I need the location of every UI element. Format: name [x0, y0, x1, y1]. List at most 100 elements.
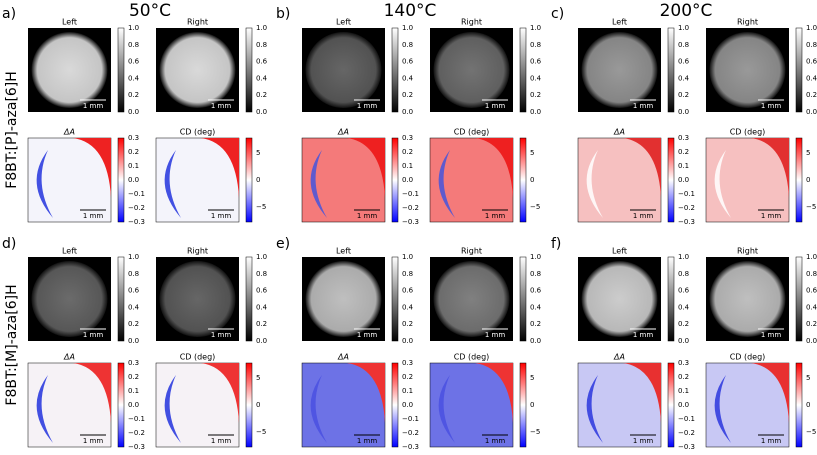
colorbar-tick: −0.1 [128, 415, 145, 423]
colorbar-tick: 0.0 [402, 401, 413, 409]
colorbar [391, 137, 399, 223]
colorbar-tick: 0.2 [402, 373, 413, 381]
colorbar [117, 362, 125, 448]
colorbar [519, 137, 527, 223]
colorbar-tick: 0.4 [256, 74, 268, 82]
scale-bar-label: 1 mm [357, 212, 377, 220]
colorbar [795, 256, 803, 342]
colorbar-tick: 0.4 [256, 303, 268, 311]
image: 1 mm [28, 256, 125, 342]
colorbar-tick: 0.6 [128, 58, 140, 66]
image: 1 mm [429, 137, 527, 223]
image: 1 mm [27, 362, 125, 448]
colorbar-tick: 0.0 [256, 337, 267, 345]
row-label: F8BT:[M]-aza[6]H [4, 284, 20, 405]
colorbar-tick: 1.0 [402, 253, 413, 261]
panel-label: c) [551, 6, 564, 22]
colorbar [795, 137, 803, 223]
colorbar-tick: 0.6 [256, 58, 268, 66]
colorbar [117, 256, 125, 342]
colorbar-tick: 0.0 [806, 337, 817, 345]
scale-bar-label: 1 mm [83, 331, 103, 339]
scale-bar-label: 1 mm [83, 212, 103, 220]
sample [581, 261, 658, 337]
colorbar-tick: 0.6 [402, 287, 414, 295]
sample [433, 261, 510, 337]
colorbar-tick: 0.4 [678, 74, 690, 82]
colorbar-tick: 0.4 [402, 303, 414, 311]
colorbar-tick: 5 [806, 374, 810, 382]
colorbar-tick: 5 [256, 374, 260, 382]
image: 1 mm [301, 137, 399, 223]
crescent-left [310, 150, 327, 218]
image-title: Right [187, 18, 208, 27]
scale-bar-label: 1 mm [485, 212, 505, 220]
colorbar-tick: 0.0 [678, 108, 689, 116]
image: 1 mm [27, 137, 125, 223]
scale-bar-label: 1 mm [211, 331, 231, 339]
crescent-right [475, 138, 513, 198]
colorbar-tick: 0.0 [402, 176, 413, 184]
colorbar [245, 137, 253, 223]
colorbar-tick: 0.0 [402, 337, 413, 345]
colorbar-tick: 1.0 [678, 253, 689, 261]
scale-bar-label: 1 mm [83, 437, 103, 445]
colorbar-tick: 0.8 [530, 41, 541, 49]
colorbar-tick: 0.4 [678, 303, 690, 311]
scale-bar-label: 1 mm [485, 331, 505, 339]
scale-bar-label: 1 mm [485, 102, 505, 110]
colorbar-tick: 5 [530, 374, 534, 382]
image: 1 mm [156, 256, 253, 342]
image-title: Left [62, 18, 77, 27]
crescent-right [347, 363, 385, 423]
crescent-left [438, 150, 455, 218]
crescent-right [623, 363, 661, 423]
scale-bar-label: 1 mm [633, 437, 653, 445]
image-bg [27, 362, 112, 448]
image-title: CD (deg) [730, 353, 766, 362]
sample [709, 261, 786, 337]
image-title: ΔA [337, 353, 349, 362]
colorbar-tick: 0.2 [402, 148, 413, 156]
colorbar-tick: 0.6 [678, 58, 690, 66]
sample [433, 32, 510, 108]
image-title: ΔA [337, 128, 349, 137]
scale-bar-label: 1 mm [83, 102, 103, 110]
colorbar-tick: 0.2 [678, 91, 689, 99]
image-title: Right [461, 18, 482, 27]
scale-bar-label: 1 mm [211, 437, 231, 445]
image-bg [577, 137, 662, 223]
image-title: CD (deg) [180, 128, 216, 137]
image: 1 mm [577, 137, 675, 223]
scale-bar-label: 1 mm [633, 212, 653, 220]
colorbar-tick: 0.4 [530, 74, 542, 82]
panel-label: b) [276, 6, 290, 22]
colorbar-tick: 0.8 [678, 41, 689, 49]
colorbar-tick: 0.0 [128, 176, 139, 184]
colorbar-tick: −0.3 [402, 443, 419, 451]
image-bg [705, 137, 790, 223]
colorbar-tick: 1.0 [402, 24, 413, 32]
image-title: ΔA [613, 353, 625, 362]
colorbar-tick: 0.0 [128, 401, 139, 409]
panel-label: f) [551, 236, 561, 252]
colorbar-tick: −0.2 [678, 429, 695, 437]
colorbar-tick: 0.0 [402, 108, 413, 116]
colorbar-tick: 0.0 [128, 108, 139, 116]
panel-label: d) [2, 236, 16, 252]
colorbar-tick: 1.0 [530, 24, 541, 32]
image-bg [705, 362, 790, 448]
colorbar-tick: 0.0 [806, 108, 817, 116]
image-bg [577, 362, 662, 448]
colorbar [667, 362, 675, 448]
image-title: Left [336, 247, 351, 256]
crescent-right [751, 138, 789, 198]
crescent-left [164, 150, 181, 218]
colorbar-tick: 0.2 [806, 91, 817, 99]
colorbar [117, 137, 125, 223]
crescent-right [73, 138, 111, 198]
scale-bar-label: 1 mm [761, 102, 781, 110]
colorbar-tick: 0.8 [256, 270, 267, 278]
crescent-right [347, 138, 385, 198]
colorbar-tick: 0.3 [128, 134, 139, 142]
